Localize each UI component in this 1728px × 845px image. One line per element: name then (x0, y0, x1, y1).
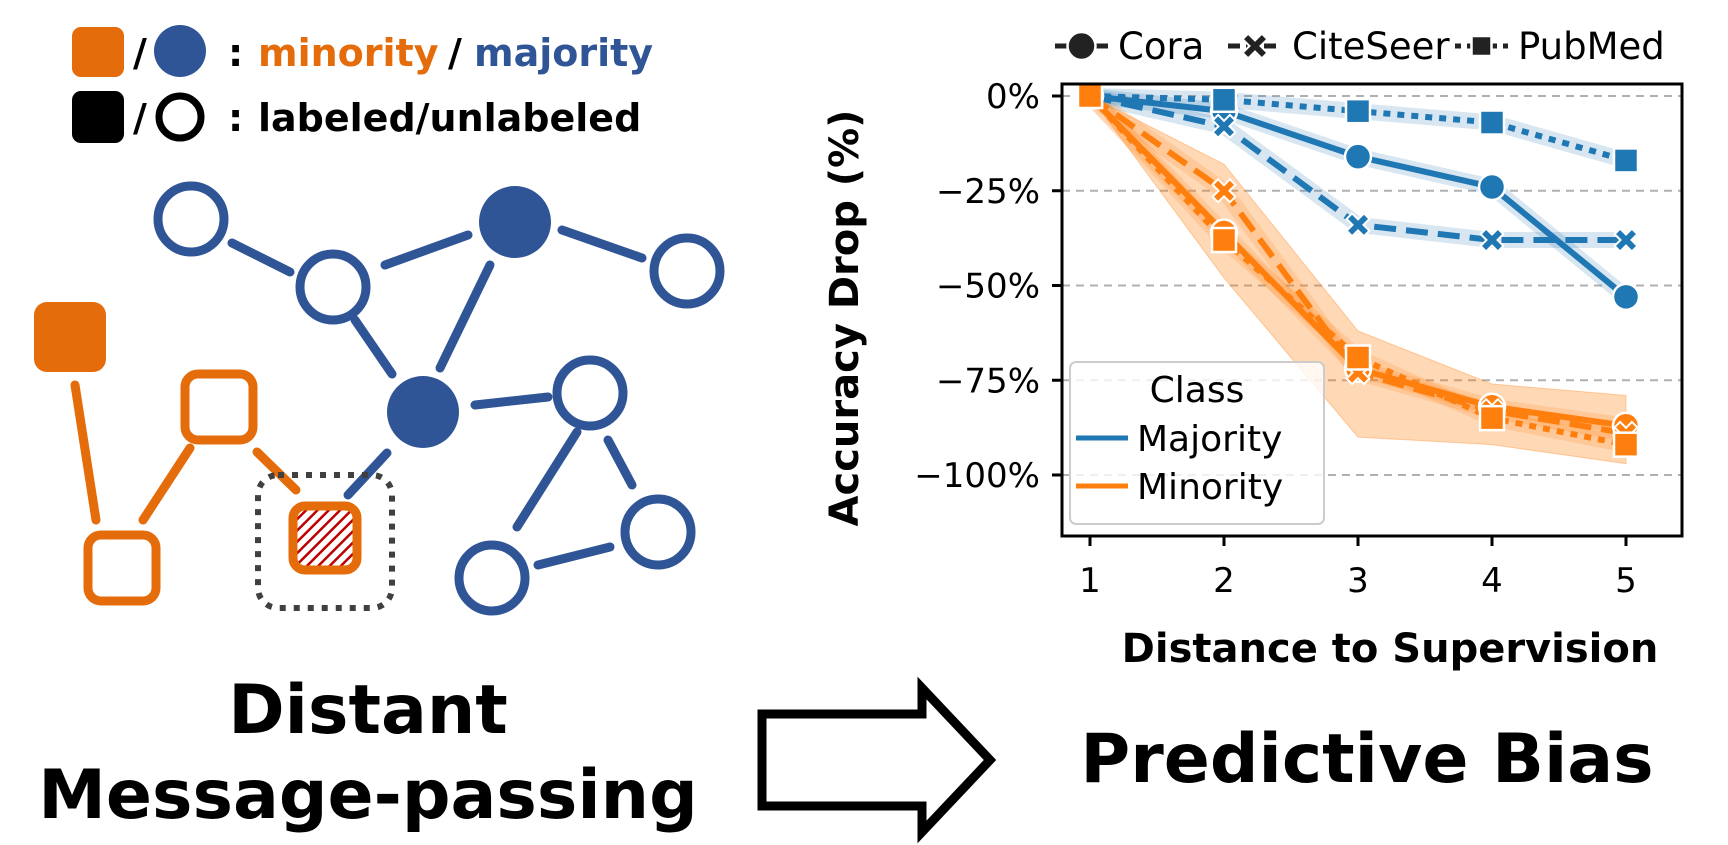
data-point-majority-citeseer (1613, 227, 1639, 253)
edge (533, 542, 615, 570)
edge (435, 260, 495, 373)
node-legend-key: / : minority / majority / : labeled/unla… (72, 25, 653, 143)
y-ticks: 0% −25% −50% −75% −100% (914, 77, 1062, 496)
data-point-majority-cora (1477, 172, 1507, 202)
data-point-minority-pubmed (1478, 404, 1506, 432)
data-point-majority-pubmed (1612, 147, 1640, 174)
right-caption: Predictive Bias (1080, 720, 1653, 799)
unlabeled-majority-node (620, 494, 696, 570)
labeled-majority-node (387, 376, 459, 448)
unlabeled-majority-node (649, 233, 725, 309)
distant-minority-node (288, 501, 362, 575)
left-caption-line2: Message-passing (38, 756, 698, 835)
x-tick-label: 4 (1481, 561, 1503, 601)
unlabeled-minority-node (83, 530, 161, 606)
edge (603, 435, 637, 490)
data-point-minority-pubmed (1210, 226, 1238, 254)
dataset-legend-label-cora: Cora (1118, 25, 1204, 68)
unlabeled-majority-node (454, 540, 530, 616)
x-tick-label: 3 (1347, 561, 1369, 601)
class-legend-title: Class (1150, 370, 1245, 411)
data-point-minority-pubmed (1076, 82, 1104, 110)
labeled-square-icon (72, 91, 124, 143)
majority-circle-icon (154, 25, 206, 77)
unlabeled-majority-node (295, 249, 371, 325)
x-ticks: 1 2 3 4 5 (1079, 536, 1637, 601)
data-point-minority-pubmed (1612, 431, 1640, 458)
data-point-majority-pubmed (1210, 86, 1238, 114)
series-markers (1075, 81, 1641, 458)
y-tick-label: −25% (936, 172, 1040, 212)
legend-labeled-unlabeled-text: labeled/unlabeled (258, 96, 641, 140)
distant-node-highlight-box (255, 472, 395, 611)
unlabeled-circle-icon (155, 92, 205, 142)
x-tick-label: 2 (1213, 561, 1235, 601)
legend-majority-text: majority (474, 31, 653, 75)
edge (227, 238, 295, 277)
unlabeled-majority-node (153, 181, 229, 257)
y-tick-label: −50% (936, 267, 1040, 307)
edge (138, 443, 195, 525)
class-legend: Class Majority Minority (1069, 361, 1325, 525)
data-point-majority-cora (1343, 142, 1373, 171)
edge (350, 315, 397, 379)
y-tick-label: 0% (986, 77, 1040, 117)
edge (70, 380, 101, 525)
legend-colon-1: : (228, 31, 243, 75)
unlabeled-minority-node (180, 369, 258, 445)
dataset-legend-marker-cora (1066, 30, 1097, 62)
edge (470, 392, 553, 410)
labeled-majority-node (479, 186, 551, 258)
minority-edges (70, 380, 301, 525)
unlabeled-majority-node (552, 355, 628, 431)
legend-slash-3: / (133, 96, 147, 140)
minority-square-icon (72, 27, 124, 77)
accuracy-drop-chart: 1 2 3 4 5 0% −25% −50% −75% −100% Distance to Su… (822, 25, 1684, 672)
y-axis-label: Accuracy Drop (%) (822, 110, 868, 527)
edge (380, 230, 473, 270)
dataset-legend-marker-citeseer (1241, 32, 1269, 60)
majority-edges (227, 225, 647, 570)
data-point-majority-pubmed (1478, 109, 1506, 136)
minority-legend-label: Minority (1137, 467, 1283, 508)
y-tick-label: −75% (936, 361, 1040, 401)
dataset-legend-label-pubmed: PubMed (1518, 25, 1665, 68)
dataset-legend-marker-pubmed (1470, 34, 1493, 58)
y-tick-label: −100% (914, 456, 1040, 496)
legend-colon-2: : (228, 96, 243, 140)
data-point-minority-citeseer (1211, 177, 1237, 204)
edge (557, 225, 647, 263)
graph-diagram (34, 181, 725, 616)
edge (252, 447, 301, 495)
plot-frame (1060, 82, 1684, 538)
series-line-minority-pubmed (1087, 93, 1627, 448)
majority-legend-label: Majority (1137, 419, 1282, 460)
x-tick-label: 1 (1079, 561, 1101, 601)
data-point-minority-pubmed (1344, 344, 1372, 371)
hollow-right-arrow-icon (757, 676, 997, 844)
dataset-legend-label-citeseer: CiteSeer (1292, 25, 1450, 68)
class-legend-box (1069, 361, 1325, 525)
data-point-majority-citeseer (1211, 113, 1237, 140)
legend-slash-2: / (448, 31, 462, 75)
data-point-majority-citeseer (1479, 227, 1505, 253)
x-axis-label: Distance to Supervision (1122, 626, 1659, 672)
dataset-legend: Cora CiteSeer PubMed (1055, 25, 1665, 68)
x-tick-label: 5 (1615, 561, 1637, 601)
data-point-majority-citeseer (1345, 212, 1371, 238)
edge (512, 427, 582, 532)
labeled-minority-node (34, 302, 106, 372)
legend-slash-1: / (133, 31, 147, 75)
left-caption-line1: Distant (228, 671, 508, 750)
data-point-majority-pubmed (1344, 97, 1372, 125)
legend-minority-text: minority (258, 31, 439, 75)
data-point-majority-cora (1611, 282, 1641, 312)
